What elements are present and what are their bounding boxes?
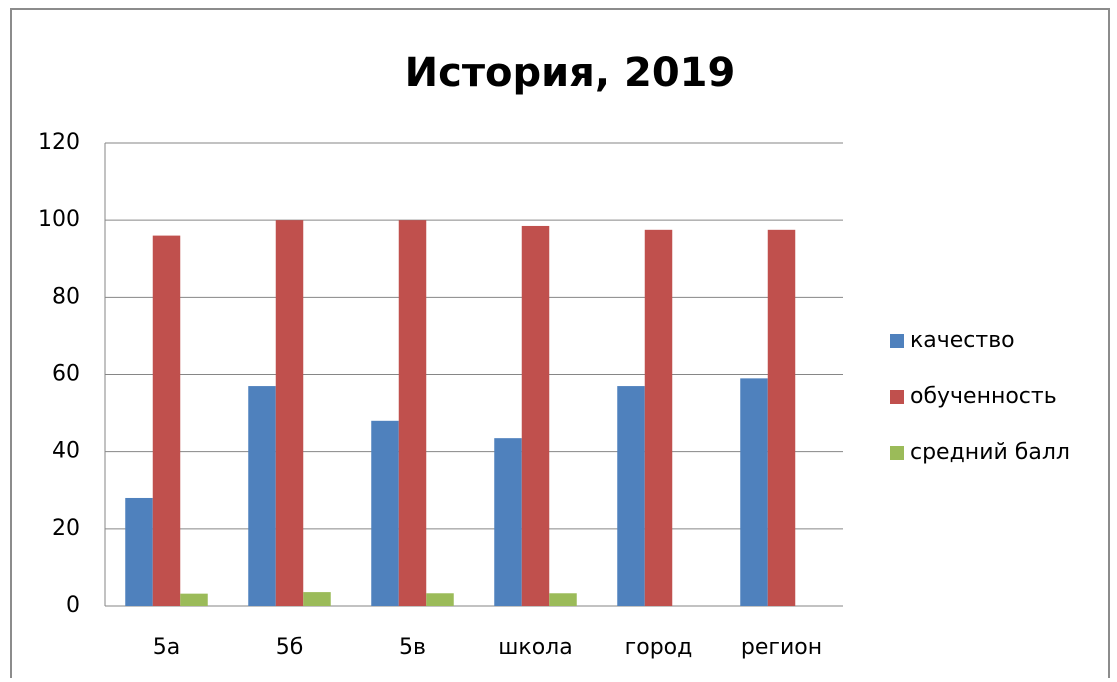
- bar: [248, 386, 276, 606]
- x-tick-label: 5а: [153, 635, 180, 660]
- legend-label: качество: [910, 328, 1015, 353]
- bar: [426, 593, 454, 606]
- bar: [303, 592, 331, 606]
- x-tick-label: город: [625, 635, 693, 660]
- bar: [549, 593, 577, 606]
- legend-label: средний балл: [910, 440, 1070, 465]
- chart-frame: [10, 8, 1110, 682]
- chart-title: История, 2019: [405, 50, 736, 96]
- y-tick-label: 60: [52, 362, 80, 387]
- legend-swatch: [890, 446, 904, 460]
- bar: [521, 225, 550, 606]
- bar: [494, 438, 522, 606]
- x-tick-label: 5б: [276, 635, 304, 660]
- bar: [644, 229, 673, 606]
- bar: [740, 378, 768, 606]
- bar: [275, 220, 304, 606]
- y-tick-label: 20: [52, 516, 80, 541]
- bar: [371, 420, 399, 606]
- bar: [125, 497, 153, 606]
- bar: [398, 220, 427, 606]
- y-tick-label: 0: [66, 593, 80, 618]
- bar: [180, 593, 208, 606]
- x-tick-label: 5в: [399, 635, 426, 660]
- legend-swatch: [890, 390, 904, 404]
- y-tick-label: 40: [52, 439, 80, 464]
- y-tick-label: 100: [38, 207, 80, 232]
- x-tick-label: школа: [498, 635, 572, 660]
- x-tick-label: регион: [741, 635, 822, 660]
- bar: [617, 386, 645, 606]
- legend-label: обученность: [910, 384, 1057, 409]
- bar: [152, 235, 181, 606]
- y-tick-label: 120: [38, 130, 80, 155]
- legend-swatch: [890, 334, 904, 348]
- bar: [767, 229, 796, 606]
- y-tick-label: 80: [52, 284, 80, 309]
